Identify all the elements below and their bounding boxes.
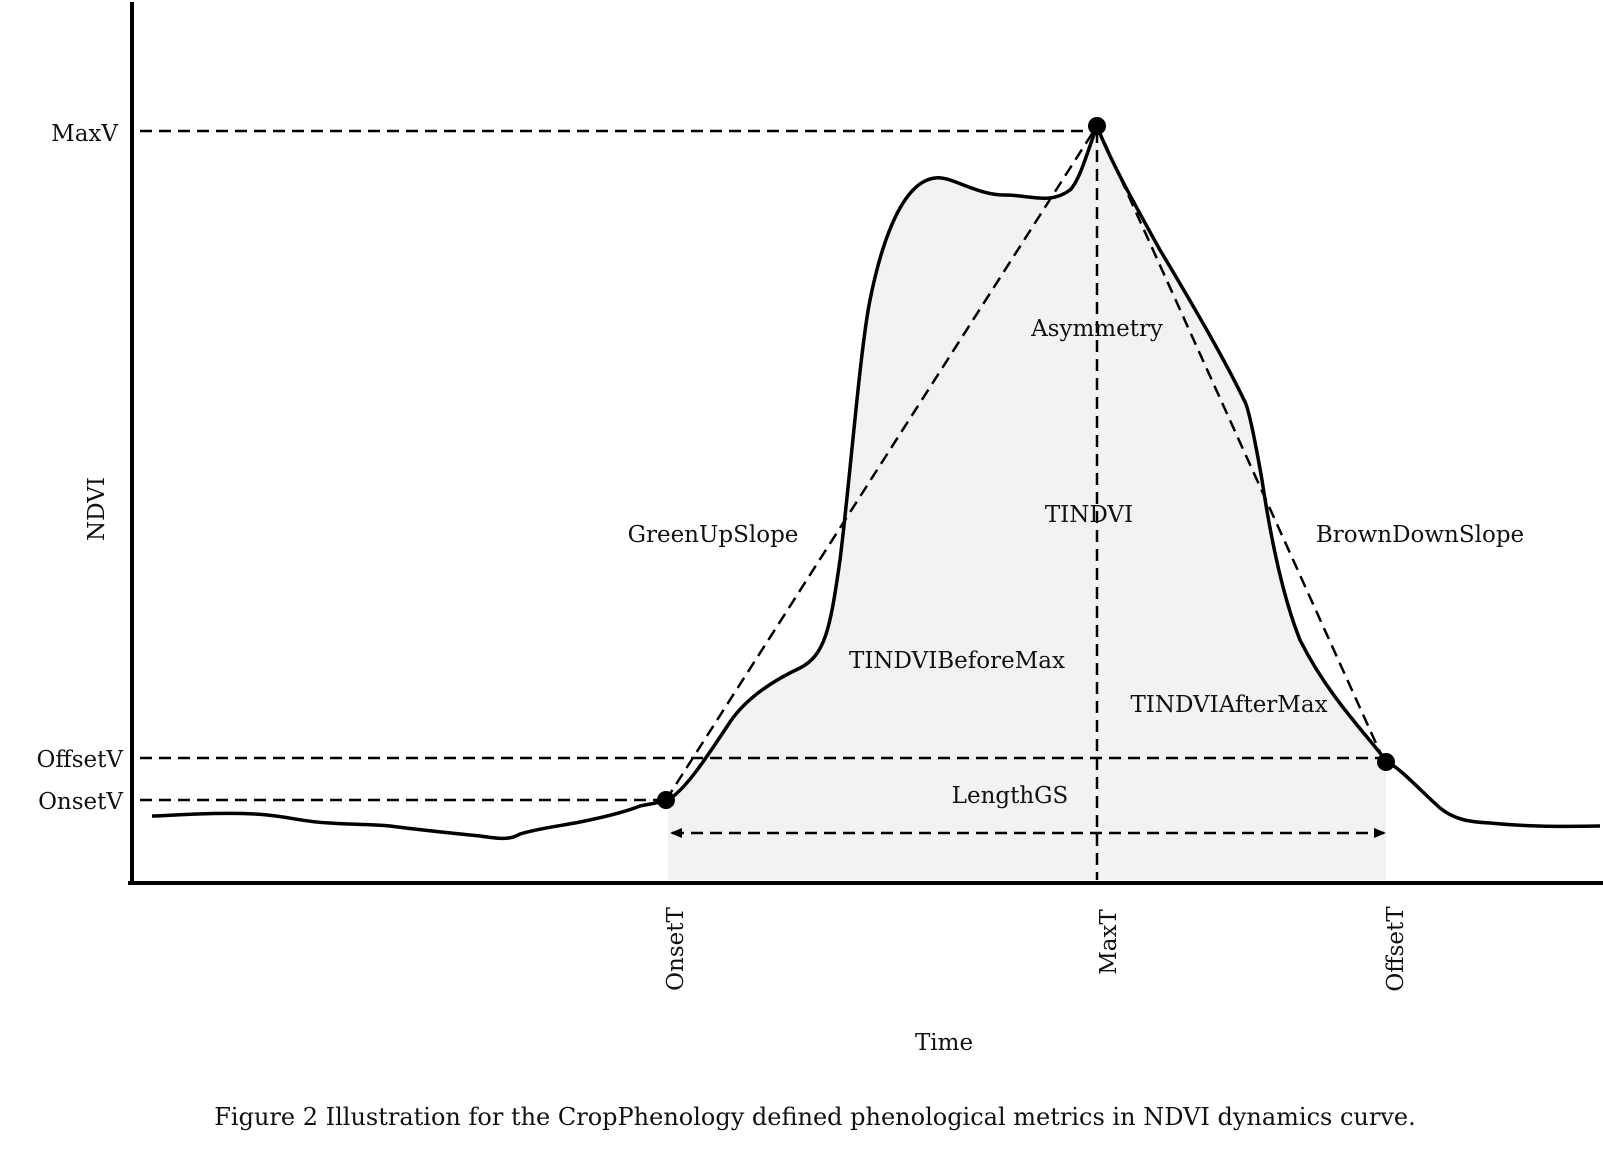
green-up-slope-line — [664, 125, 1099, 801]
length-gs-label: LengthGS — [952, 783, 1069, 809]
onset-point — [657, 791, 675, 809]
tindvi-shaded-area — [668, 126, 1386, 880]
offsett-label: OffsetT — [1383, 906, 1409, 992]
brown-down-slope-label: BrownDownSlope — [1316, 522, 1524, 548]
tindvi-label: TINDVI — [1045, 502, 1133, 528]
figure-caption: Figure 2 Illustration for the CropPhenol… — [214, 1103, 1415, 1131]
onsett-label: OnsetT — [663, 907, 689, 991]
tindvi-before-max-label: TINDVIBeforeMax — [849, 648, 1065, 674]
ndvi-curve — [151, 124, 1601, 841]
y-axis-title: NDVI — [84, 477, 110, 541]
tindvi-after-max-label: TINDVIAfterMax — [1130, 692, 1327, 718]
reference-lines — [140, 125, 1386, 880]
offsetv-label: OffsetV — [37, 747, 124, 773]
green-up-slope-label: GreenUpSlope — [628, 522, 799, 548]
brown-down-slope-line — [1095, 125, 1386, 762]
max-point — [1088, 117, 1106, 135]
x-axis-title: Time — [915, 1030, 973, 1056]
asymmetry-label: Asymmetry — [1030, 316, 1163, 342]
offset-point — [1377, 753, 1395, 771]
maxt-label: MaxT — [1096, 909, 1122, 975]
maxv-label: MaxV — [51, 121, 118, 147]
onsetv-label: OnsetV — [38, 789, 123, 815]
